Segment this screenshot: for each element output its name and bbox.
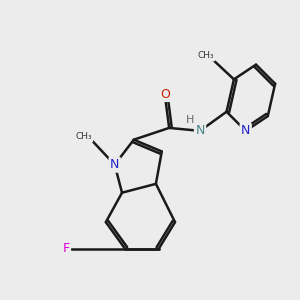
Text: N: N [195, 124, 205, 137]
Text: H: H [186, 115, 194, 125]
Text: O: O [160, 88, 170, 100]
Text: N: N [241, 124, 250, 137]
Text: F: F [62, 242, 70, 255]
Text: N: N [110, 158, 119, 171]
Text: CH₃: CH₃ [75, 132, 92, 141]
Text: CH₃: CH₃ [198, 51, 214, 60]
